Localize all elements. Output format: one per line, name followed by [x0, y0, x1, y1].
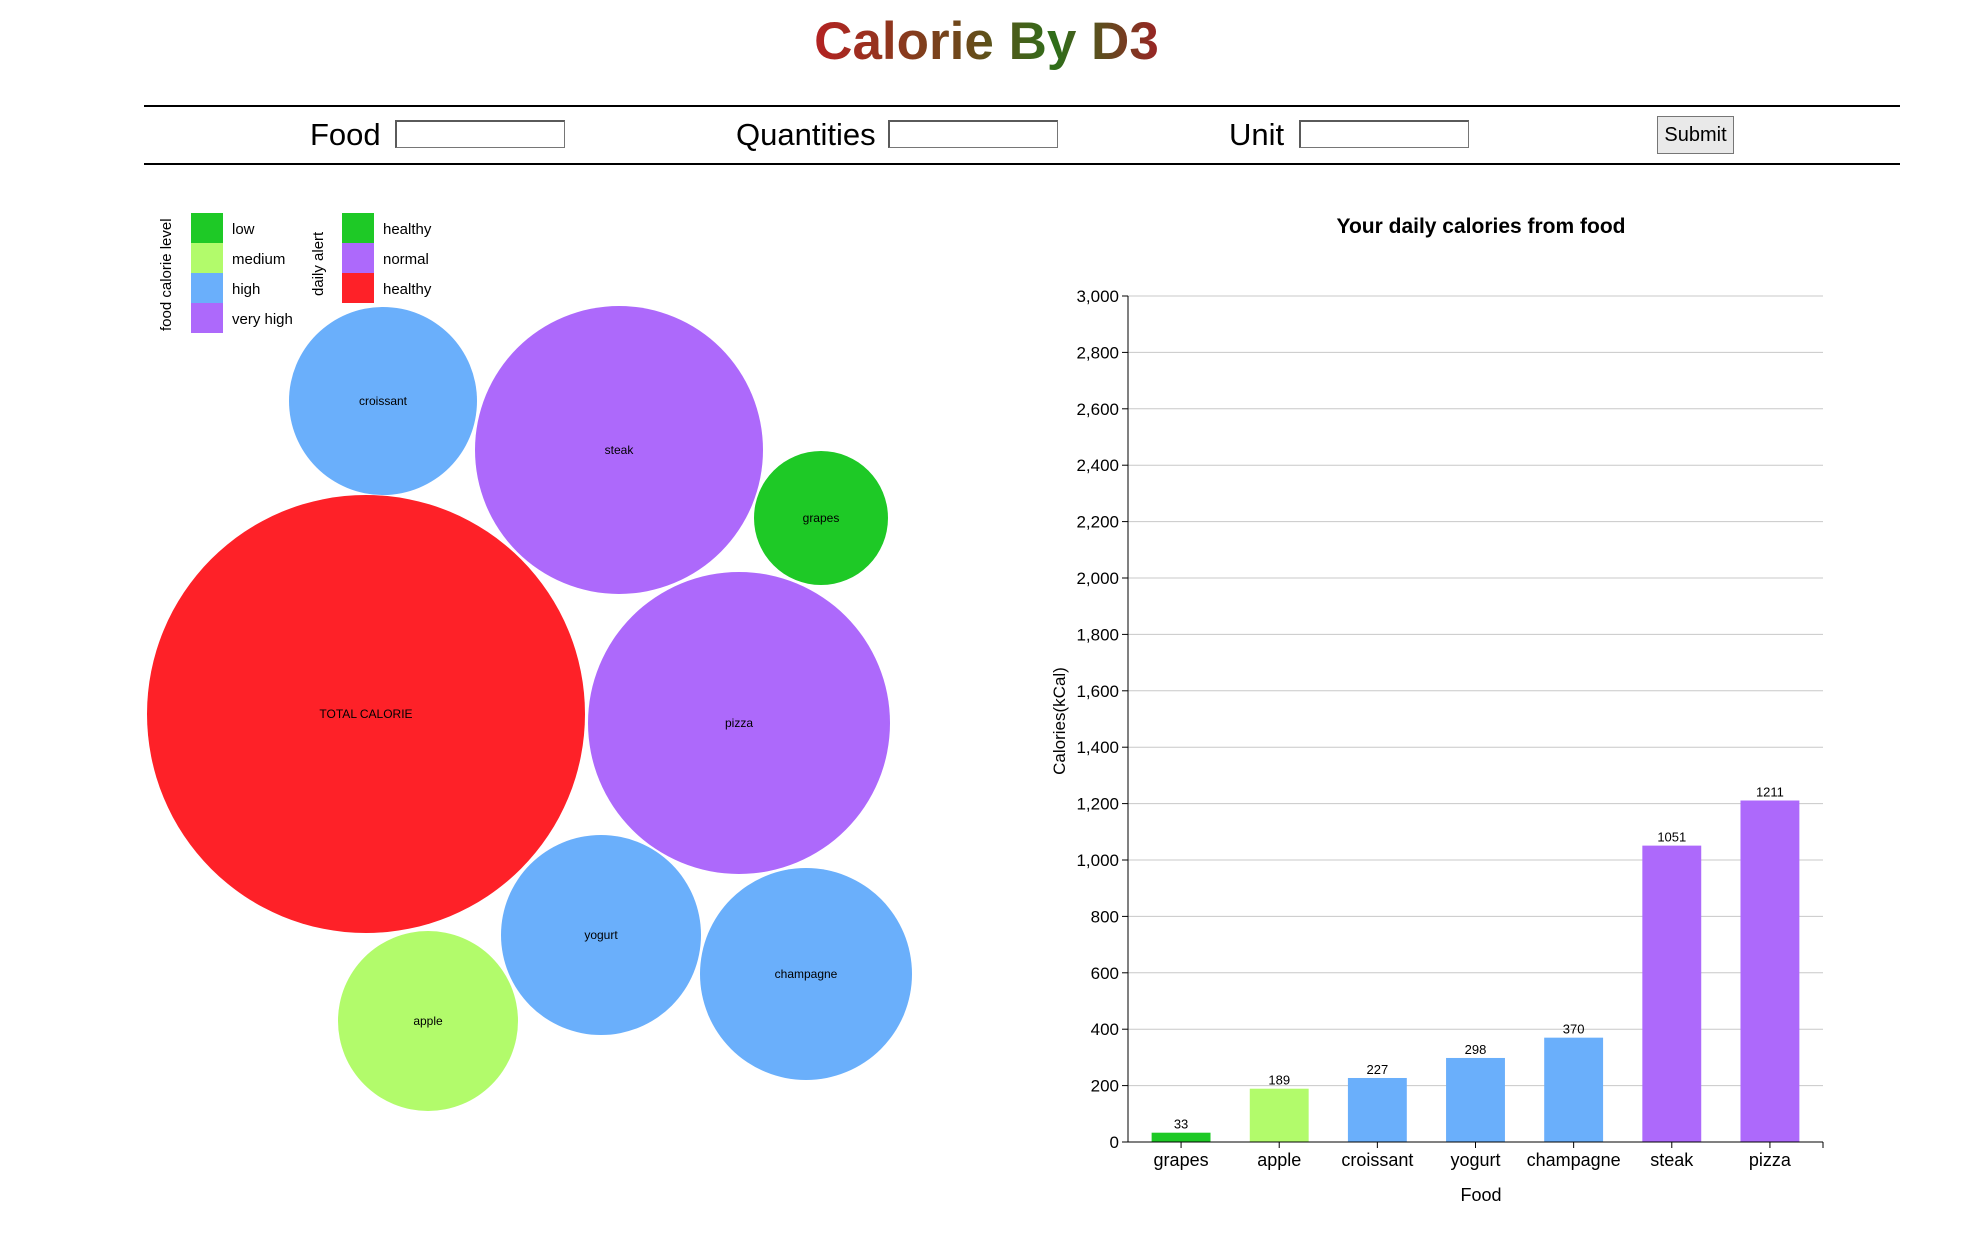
bubble-chart: TOTAL CALORIE croissant steak grapes piz…: [147, 306, 912, 1111]
bubble-circle: [588, 572, 890, 874]
bubble-champagne[interactable]: champagne: [700, 868, 912, 1080]
bubble-label: apple: [413, 1014, 443, 1028]
alert-label-healthy: healthy: [383, 221, 432, 238]
bar-value-label: 189: [1268, 1073, 1290, 1088]
daily-alert-legend: healthy normal healthy: [342, 213, 432, 303]
alert-label-over: healthy: [383, 281, 432, 298]
bar-value-label: 298: [1465, 1042, 1487, 1057]
unit-label: Unit: [1229, 117, 1285, 152]
calorie-level-legend: low medium high very high: [191, 213, 293, 333]
unit-input[interactable]: [1299, 120, 1469, 148]
legend-swatch-high: [191, 273, 223, 303]
legend-swatch-low: [191, 213, 223, 243]
x-tick-label: pizza: [1749, 1150, 1792, 1170]
y-tick-label: 600: [1091, 964, 1119, 983]
bubble-label: TOTAL CALORIE: [319, 707, 412, 721]
bubble-circle: [501, 835, 701, 1035]
chart-title: Your daily calories from food: [1337, 215, 1626, 238]
bubble-circle: [754, 451, 888, 585]
bubble-croissant[interactable]: croissant: [289, 307, 477, 495]
page-title: Calorie By D3: [0, 10, 1973, 74]
x-axis: grapes apple croissant yogurt champagne steak…: [1128, 1141, 1824, 1170]
bar-value-label: 33: [1174, 1117, 1188, 1132]
bar-grapes[interactable]: [1151, 1132, 1211, 1142]
bar-pizza[interactable]: [1740, 800, 1800, 1142]
y-tick-label: 400: [1091, 1020, 1119, 1039]
x-tick-label: steak: [1650, 1150, 1694, 1170]
y-tick-label: 2,800: [1076, 343, 1119, 362]
x-tick-label: yogurt: [1450, 1150, 1500, 1170]
bar-value-label: 227: [1367, 1062, 1389, 1077]
bubble-total-calorie[interactable]: TOTAL CALORIE: [147, 495, 585, 933]
calorie-level-legend-title: food calorie level: [158, 218, 175, 331]
bubble-circle: [289, 307, 477, 495]
legend-label-low: low: [232, 221, 255, 238]
bar-apple[interactable]: [1249, 1088, 1309, 1142]
y-tick-label: 1,000: [1076, 851, 1119, 870]
x-tick-label: croissant: [1341, 1150, 1413, 1170]
alert-label-normal: normal: [383, 251, 429, 268]
bubble-label: grapes: [803, 511, 840, 525]
bubble-circle: [475, 306, 763, 594]
bars: 33 189 227 298 370 1051 1211: [1151, 784, 1800, 1142]
bar-value-label: 370: [1563, 1022, 1585, 1037]
x-tick-label: apple: [1257, 1150, 1301, 1170]
y-tick-label: 200: [1091, 1077, 1119, 1096]
y-tick-label: 1,400: [1076, 738, 1119, 757]
x-axis-label: Food: [1460, 1185, 1501, 1205]
y-tick-label: 1,600: [1076, 682, 1119, 701]
alert-swatch-over: [342, 273, 374, 303]
bubble-label: croissant: [359, 394, 408, 408]
bar-steak[interactable]: [1642, 845, 1702, 1142]
bar-chart: Your daily calories from food 0 200 400 600…: [1050, 215, 1824, 1205]
daily-alert-legend-title: daily alert: [310, 231, 327, 296]
legend-swatch-very-high: [191, 303, 223, 333]
legend: food calorie level low medium high very …: [158, 213, 432, 333]
y-tick-label: 3,000: [1076, 287, 1119, 306]
bubble-yogurt[interactable]: yogurt: [501, 835, 701, 1035]
bubble-grapes[interactable]: grapes: [754, 451, 888, 585]
legend-label-medium: medium: [232, 251, 285, 268]
alert-swatch-normal: [342, 243, 374, 273]
bar-croissant[interactable]: [1347, 1077, 1407, 1142]
food-label: Food: [310, 117, 381, 152]
bar-champagne[interactable]: [1544, 1037, 1604, 1142]
bubble-apple[interactable]: apple: [338, 931, 518, 1111]
bubble-label: steak: [605, 443, 635, 457]
bar-yogurt[interactable]: [1446, 1057, 1505, 1142]
bar-value-label: 1051: [1657, 830, 1686, 845]
legend-swatch-medium: [191, 243, 223, 273]
y-tick-label: 2,000: [1076, 569, 1119, 588]
bubble-label: yogurt: [584, 928, 618, 942]
bubble-label: pizza: [725, 716, 753, 730]
legend-label-high: high: [232, 281, 260, 298]
bubble-pizza[interactable]: pizza: [588, 572, 890, 874]
alert-swatch-healthy: [342, 213, 374, 243]
bubble-circle: [700, 868, 912, 1080]
food-input[interactable]: [395, 120, 565, 148]
y-tick-label: 800: [1091, 907, 1119, 926]
legend-label-very-high: very high: [232, 311, 293, 328]
y-tick-label: 2,600: [1076, 400, 1119, 419]
bubble-circle: [147, 495, 585, 933]
bar-value-label: 1211: [1756, 784, 1784, 799]
quantities-input[interactable]: [888, 120, 1058, 148]
y-axis: 0 200 400 600 800 1,000 1,200 1,400 1,600 1,800 2,…: [1076, 287, 1129, 1152]
bubble-label: champagne: [775, 967, 838, 981]
x-tick-label: champagne: [1527, 1150, 1621, 1170]
y-tick-label: 1,200: [1076, 795, 1119, 814]
y-tick-label: 2,200: [1076, 513, 1119, 532]
bubble-circle: [338, 931, 518, 1111]
bubble-steak[interactable]: steak: [475, 306, 763, 594]
food-entry-form: Food Quantities Unit Submit: [144, 105, 1900, 165]
submit-button[interactable]: Submit: [1657, 116, 1734, 154]
y-axis-label: Calories(kCal): [1050, 667, 1069, 775]
y-tick-label: 1,800: [1076, 625, 1119, 644]
page-title-text: Calorie By D3: [814, 12, 1159, 71]
gridlines: [1128, 295, 1823, 1087]
y-tick-label: 2,400: [1076, 456, 1119, 475]
x-tick-label: grapes: [1154, 1150, 1209, 1170]
quantities-label: Quantities: [736, 117, 876, 152]
y-tick-label: 0: [1110, 1133, 1119, 1152]
